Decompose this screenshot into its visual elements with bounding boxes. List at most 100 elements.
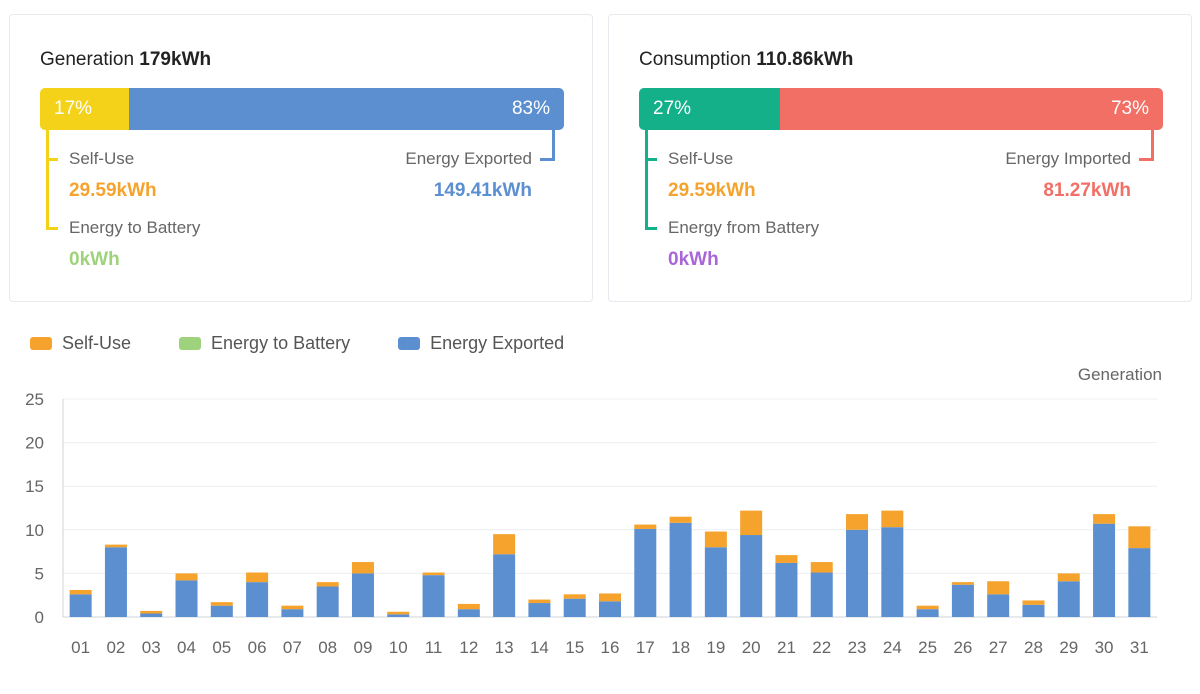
- y-tick-label: 25: [25, 390, 44, 409]
- x-tick-label: 22: [812, 638, 831, 657]
- battery-tick: [46, 227, 58, 230]
- x-tick-label: 25: [918, 638, 937, 657]
- bar-self-use-14: [528, 599, 551, 604]
- bar-self-use-24: [881, 510, 904, 528]
- self-use-value: 29.59kWh: [69, 180, 157, 201]
- y-tick-label: 15: [25, 477, 44, 496]
- x-tick-label: 05: [212, 638, 231, 657]
- legend-energy-exported[interactable]: Energy Exported: [398, 333, 564, 354]
- bar-energy-exported-25: [916, 609, 939, 617]
- bar-self-use-05: [210, 602, 233, 606]
- exported-label: Energy Exported: [405, 149, 532, 168]
- bar-self-use-27: [987, 581, 1010, 595]
- bar-energy-exported-22: [810, 572, 833, 617]
- bar-energy-exported-14: [528, 603, 551, 617]
- bar-self-use-03: [140, 610, 163, 614]
- bar-self-use-19: [704, 531, 727, 548]
- bar-self-use-07: [281, 605, 304, 610]
- x-tick-label: 23: [848, 638, 867, 657]
- bar-self-use-16: [599, 593, 621, 602]
- bar-energy-exported-13: [493, 554, 516, 617]
- legend-self-use-swatch: [30, 337, 52, 350]
- consumption-imported-segment: 73%: [780, 88, 1163, 130]
- consumption-title: Consumption 110.86kWh: [639, 49, 854, 70]
- legend-exported-swatch: [398, 337, 421, 350]
- legend-energy-to-battery[interactable]: Energy to Battery: [179, 333, 350, 354]
- imported-connector: [1151, 130, 1154, 161]
- bar-self-use-23: [846, 514, 869, 530]
- x-tick-label: 19: [706, 638, 725, 657]
- bar-energy-exported-27: [987, 594, 1010, 617]
- bar-energy-exported-01: [69, 594, 92, 617]
- bar-self-use-13: [493, 534, 516, 555]
- bar-self-use-28: [1022, 600, 1045, 605]
- x-tick-label: 02: [106, 638, 125, 657]
- chart-legend: Self-Use Energy to Battery Energy Export…: [30, 333, 564, 354]
- con-self-use-tick: [645, 158, 657, 161]
- bar-self-use-29: [1057, 573, 1080, 582]
- bar-energy-exported-23: [846, 529, 869, 617]
- bar-energy-exported-11: [422, 575, 445, 617]
- bar-energy-exported-07: [281, 609, 304, 617]
- x-tick-label: 29: [1059, 638, 1078, 657]
- imported-value: 81.27kWh: [1043, 180, 1131, 201]
- consumption-total: 110.86kWh: [756, 49, 854, 70]
- x-tick-label: 11: [425, 638, 443, 657]
- bar-energy-exported-09: [351, 573, 374, 617]
- chart-title: Generation: [1077, 365, 1162, 384]
- bar-energy-exported-20: [740, 535, 763, 617]
- x-tick-label: 04: [177, 638, 196, 657]
- x-tick-label: 18: [671, 638, 690, 657]
- bar-self-use-25: [916, 605, 939, 610]
- x-tick-label: 30: [1095, 638, 1114, 657]
- bar-self-use-15: [563, 594, 586, 599]
- bar-energy-exported-26: [951, 584, 974, 617]
- bar-self-use-04: [175, 573, 198, 581]
- bar-energy-exported-06: [246, 582, 269, 617]
- bar-energy-exported-30: [1093, 523, 1116, 617]
- bar-self-use-11: [422, 572, 445, 576]
- x-tick-label: 27: [989, 638, 1008, 657]
- self-use-tick: [46, 158, 58, 161]
- x-tick-label: 13: [495, 638, 514, 657]
- con-self-use-connector: [645, 130, 648, 230]
- imported-label: Energy Imported: [1005, 149, 1131, 168]
- x-tick-label: 20: [742, 638, 761, 657]
- bar-self-use-22: [810, 562, 833, 573]
- x-tick-label: 03: [142, 638, 161, 657]
- bar-energy-exported-31: [1128, 548, 1151, 617]
- exported-connector: [552, 130, 555, 161]
- bar-energy-exported-21: [775, 562, 798, 617]
- battery-value: 0kWh: [69, 249, 120, 270]
- bar-energy-exported-05: [210, 605, 233, 617]
- generation-split-bar: 17% 83%: [40, 88, 564, 130]
- battery-label: Energy to Battery: [69, 218, 201, 237]
- x-tick-label: 07: [283, 638, 302, 657]
- bar-energy-exported-24: [881, 527, 904, 617]
- bar-self-use-02: [104, 544, 127, 548]
- bar-self-use-30: [1093, 514, 1116, 524]
- x-tick-label: 24: [883, 638, 902, 657]
- self-use-label: Self-Use: [69, 149, 135, 168]
- bar-energy-exported-10: [387, 614, 410, 617]
- x-tick-label: 16: [601, 638, 620, 657]
- bar-self-use-12: [457, 603, 480, 610]
- x-tick-label: 01: [71, 638, 90, 657]
- bar-self-use-10: [387, 611, 410, 615]
- bar-self-use-09: [351, 562, 374, 574]
- generation-card: Generation 179kWh 17% 83% Self-Use 29.59…: [9, 14, 593, 302]
- y-tick-label: 0: [35, 608, 44, 627]
- legend-self-use[interactable]: Self-Use: [30, 333, 131, 354]
- x-tick-label: 28: [1024, 638, 1043, 657]
- generation-exported-segment: 83%: [129, 88, 564, 130]
- bar-energy-exported-19: [704, 547, 727, 617]
- bar-self-use-21: [775, 555, 798, 563]
- bar-energy-exported-28: [1022, 604, 1045, 617]
- generation-total: 179kWh: [139, 49, 212, 70]
- bar-self-use-20: [740, 510, 763, 536]
- from-battery-label: Energy from Battery: [668, 218, 820, 237]
- bar-self-use-01: [69, 589, 92, 595]
- consumption-split-bar: 27% 73%: [639, 88, 1163, 130]
- bar-self-use-17: [634, 524, 657, 529]
